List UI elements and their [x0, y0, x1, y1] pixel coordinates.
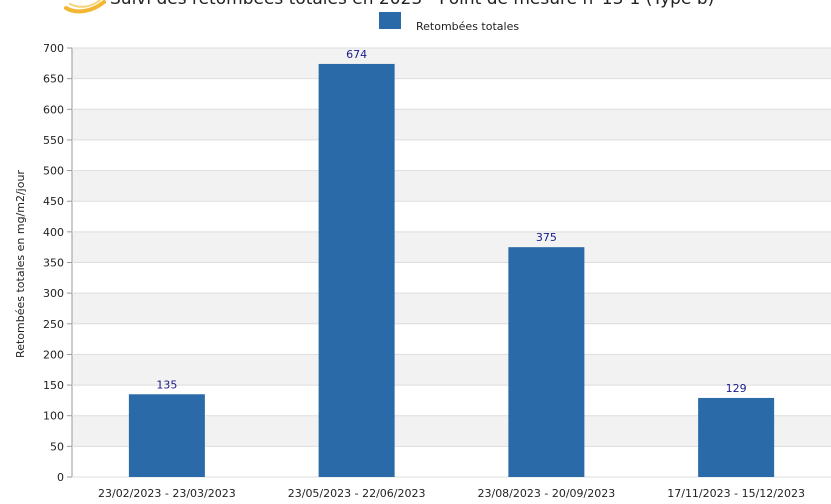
x-axis: 23/02/2023 - 23/03/2023 23/05/2023 - 22/0… — [98, 487, 805, 500]
y-tick-label: 350 — [43, 257, 64, 270]
bar-value-label: 135 — [156, 378, 177, 391]
plot-band — [72, 170, 831, 202]
bar-series — [128, 63, 775, 477]
y-tick-label: 450 — [43, 195, 64, 208]
x-tick-label: 17/11/2023 - 15/12/2023 — [667, 487, 805, 500]
plot-band — [72, 48, 831, 79]
legend-label: Retombées totales — [416, 20, 519, 33]
bar-value-label: 674 — [346, 48, 367, 61]
y-tick-label: 400 — [43, 226, 64, 239]
plot-band — [72, 293, 831, 324]
logo-icon — [64, 0, 106, 14]
bar-value-label: 375 — [536, 231, 557, 244]
y-axis: 0 50 100 150 200 250 300 350 400 450 500 550 600 650 7… — [43, 42, 72, 484]
y-tick-label: 200 — [43, 348, 64, 361]
plot-band — [72, 231, 831, 263]
bar — [698, 397, 775, 477]
y-tick-label: 100 — [43, 410, 64, 423]
bar-value-label: 129 — [726, 382, 747, 395]
x-tick-label: 23/08/2023 - 20/09/2023 — [477, 487, 615, 500]
y-tick-label: 250 — [43, 318, 64, 331]
bar — [318, 63, 395, 477]
y-tick-label: 50 — [50, 440, 64, 453]
x-tick-label: 23/05/2023 - 22/06/2023 — [288, 487, 426, 500]
bar — [128, 394, 205, 477]
y-tick-label: 150 — [43, 379, 64, 392]
legend-swatch — [379, 12, 401, 29]
plot-background — [72, 48, 831, 447]
y-tick-label: 650 — [43, 73, 64, 86]
data-labels: 135 674 375 129 — [156, 48, 746, 395]
y-axis-label: Retombées totales en mg/m2/jour — [14, 170, 27, 358]
x-tick-label: 23/02/2023 - 23/03/2023 — [98, 487, 236, 500]
chart-title: Suivi des retombées totales en 2023 - Po… — [110, 0, 714, 9]
y-tick-label: 600 — [43, 103, 64, 116]
y-tick-label: 550 — [43, 134, 64, 147]
y-tick-label: 700 — [43, 42, 64, 55]
y-tick-label: 0 — [57, 471, 64, 484]
plot-band — [72, 109, 831, 140]
y-tick-label: 300 — [43, 287, 64, 300]
y-tick-label: 500 — [43, 165, 64, 178]
legend: Retombées totales — [379, 12, 519, 33]
plot-band — [72, 354, 831, 386]
bar — [508, 247, 585, 477]
